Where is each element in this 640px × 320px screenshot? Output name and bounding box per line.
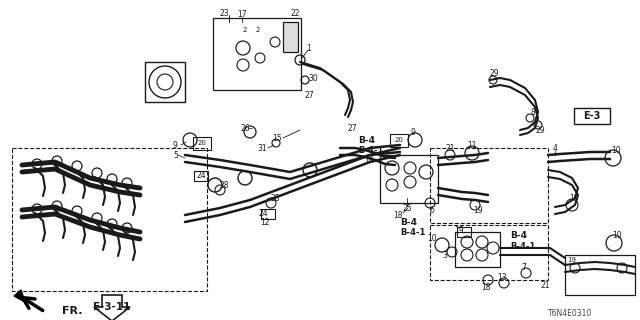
Text: 19: 19 [569,194,579,203]
Text: 19: 19 [473,205,483,214]
Text: 27: 27 [304,91,314,100]
Text: 7: 7 [522,263,527,273]
Text: 14: 14 [364,156,374,164]
Text: 9: 9 [411,127,415,137]
Text: 21: 21 [540,281,550,290]
Text: 23: 23 [219,9,228,18]
Bar [574,108,610,124]
Text: 29: 29 [535,125,545,134]
Bar [455,232,500,267]
Bar [283,22,298,52]
Text: B-4-1: B-4-1 [400,228,426,236]
Text: 28: 28 [220,180,228,189]
Text: 20: 20 [395,137,403,143]
Text: 10: 10 [612,230,622,239]
Text: 26: 26 [240,124,250,132]
Text: 22: 22 [291,9,300,18]
Text: 3: 3 [443,252,447,260]
Bar [457,227,471,237]
Text: 6: 6 [429,205,435,214]
Text: 27: 27 [347,124,357,132]
Text: 28: 28 [270,194,280,203]
Bar [430,225,548,280]
Text: 31: 31 [257,143,267,153]
Text: 10: 10 [427,234,437,243]
Polygon shape [94,295,130,320]
Text: 24: 24 [258,209,268,218]
Text: 24: 24 [196,171,205,180]
Text: 5: 5 [173,150,178,159]
Text: 12: 12 [260,218,269,227]
Text: T6N4E0310: T6N4E0310 [548,308,592,317]
Text: 19: 19 [568,257,577,263]
Text: 2: 2 [256,27,260,33]
Bar [261,209,275,219]
Bar [213,18,301,90]
Bar [565,255,635,295]
Bar [193,137,211,150]
Bar [430,148,548,223]
Bar [390,134,408,147]
Bar [380,155,438,203]
Text: FR.: FR. [62,306,83,316]
Text: 18: 18 [393,211,403,220]
Text: 19: 19 [454,226,464,235]
Text: 21: 21 [445,143,455,153]
Text: B-4-1: B-4-1 [510,242,536,251]
Text: 20: 20 [198,140,207,146]
Text: 13: 13 [497,274,507,283]
Polygon shape [14,290,25,302]
Text: 30: 30 [308,74,318,83]
Text: B-4: B-4 [358,135,375,145]
Text: B-4-1: B-4-1 [358,146,383,155]
Text: B-4: B-4 [510,230,527,239]
Text: 18: 18 [481,283,491,292]
Text: 25: 25 [402,204,412,212]
Text: 29: 29 [489,68,499,77]
Text: 15: 15 [272,133,282,142]
Text: 1: 1 [307,44,312,52]
Text: 11: 11 [467,140,477,149]
Text: 2: 2 [243,27,247,33]
Bar [194,171,208,181]
Text: 9: 9 [173,140,177,149]
Text: 8: 8 [531,108,536,116]
Text: B-4: B-4 [400,218,417,227]
Bar [12,148,207,291]
Text: E-3-11: E-3-11 [93,302,131,312]
Text: 10: 10 [611,146,621,155]
Text: 17: 17 [237,10,247,19]
Text: 4: 4 [552,143,557,153]
Text: E-3: E-3 [583,111,601,121]
